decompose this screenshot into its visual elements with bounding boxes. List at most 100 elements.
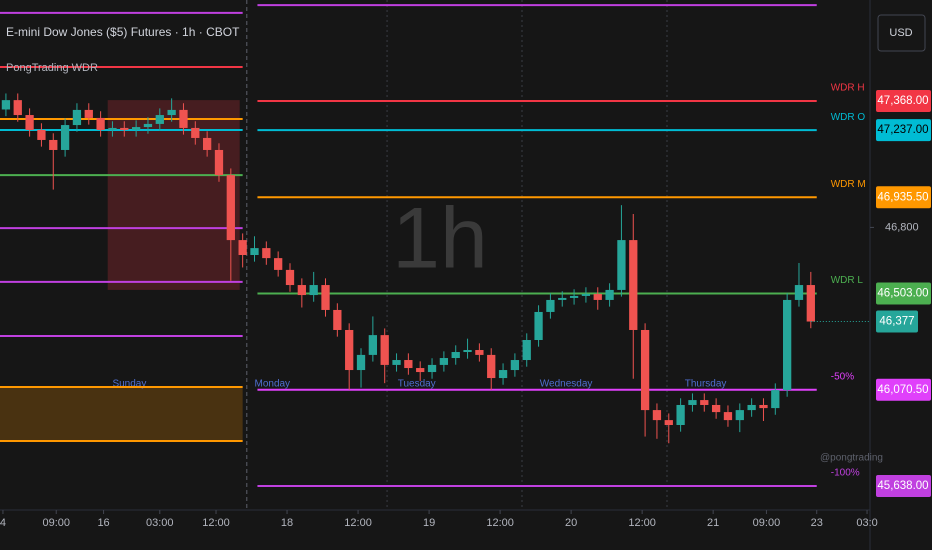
candle-body [534,311,543,340]
candle-body [629,240,638,330]
candle-body [558,297,567,300]
candle-body [297,285,306,296]
candle-body [546,299,555,312]
candle-body [463,350,472,353]
candle-body [155,115,164,124]
credit: @pongtrading [820,453,883,464]
price-tag-label: 45,638.00 [877,480,928,492]
candle-body [1,100,11,110]
session-label: Sunday [112,379,146,390]
candle-body [13,100,22,116]
watermark: 1h [392,191,488,287]
last-price-label: 46,377 [879,316,914,328]
candle-body [664,420,673,425]
x-tick-label: 12:00 [202,517,230,529]
session-label: Thursday [685,379,727,390]
candle-body [84,109,93,118]
x-tick-label: 12:00 [486,517,514,529]
candle-body [404,360,413,369]
currency-box[interactable] [877,14,926,52]
price-tag [876,90,931,113]
x-tick-label: 23 [811,517,823,529]
candle-body [652,410,662,421]
x-tick-label: 12:00 [628,517,656,529]
candle-body [203,137,212,150]
last-price-tag [876,310,918,333]
price-tag [876,282,931,305]
candle-body [783,299,792,391]
candle-body [794,285,804,300]
candle-body [617,240,626,290]
candle-body [120,127,129,130]
level-label: WDR L [831,275,864,286]
candle-body [108,127,117,130]
y-tick-label: 46,800 [885,221,919,233]
candle-body [451,352,460,359]
candle-body [581,293,591,296]
candle-body [309,285,318,296]
candle-body [439,358,449,365]
x-tick-label: 21 [707,517,719,529]
candle-body [226,175,235,241]
candle-body [49,139,58,150]
candle-body [179,109,188,128]
candle-body [605,289,614,300]
level-label: -100% [831,468,860,479]
chart-title: E-mini Dow Jones ($5) Futures · 1h · CBO… [6,25,240,39]
candle-body [72,109,82,126]
currency[interactable]: USD [889,27,912,39]
candle-body [510,360,520,371]
candle-body [735,410,744,421]
candle-body [143,123,153,128]
x-tick-label: 09:00 [42,517,70,529]
indicator-name: PongTrading WDR [6,62,98,74]
candle-body [356,354,366,371]
candle-body [274,258,283,270]
price-tag-label: 46,503.00 [877,288,928,300]
candle-body [345,329,354,371]
candle-body [747,404,756,411]
candle-body [688,400,697,405]
price-tag [876,186,931,209]
candle-body [37,129,46,140]
level-label: WDR H [831,83,865,94]
candle-body [262,248,271,259]
candle-body [522,340,531,361]
candle-body [96,117,105,130]
candle-body [759,404,768,409]
x-tick-label: 12:00 [344,517,372,529]
candle-body [238,240,247,255]
candle-body [25,115,34,130]
price-tag [876,474,931,497]
candle-body [487,354,496,379]
session-label: Tuesday [398,379,436,390]
candle-body [711,404,721,413]
candle-body [214,149,224,176]
candle-body [392,360,401,365]
level-label: WDR O [831,112,866,123]
candle-body [771,390,780,409]
candle-body [475,350,484,355]
candle-body [569,295,579,298]
zone [107,100,240,290]
candle-body [60,125,70,150]
candle-body [368,335,377,355]
candle-body [640,329,650,411]
candle-body [676,404,685,425]
level-label: WDR M [831,179,866,190]
candle-body [806,285,815,322]
candle-body [321,285,330,310]
candle-body [131,127,141,130]
candle-body [723,412,733,421]
x-tick-label: 20 [565,517,577,529]
zone [0,386,243,442]
candle-body [285,269,295,286]
candle-body [427,364,437,373]
candle-body [333,309,342,330]
candle-body [191,127,200,138]
x-tick-label: 4 [0,517,6,529]
candle-body [593,293,602,300]
